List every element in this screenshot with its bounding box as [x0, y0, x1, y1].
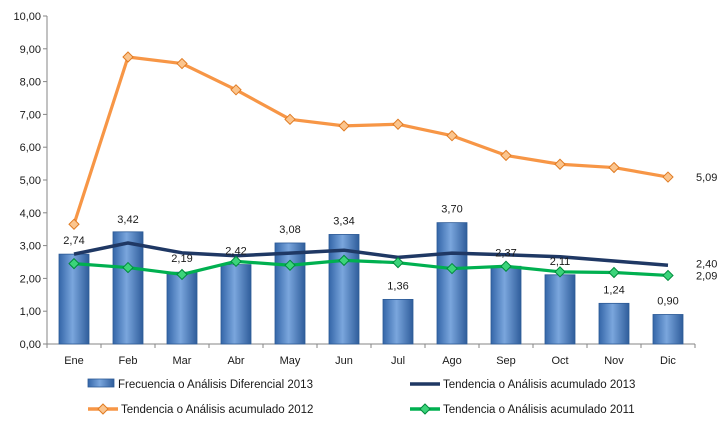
bar-data-label: 2,74 — [63, 235, 84, 247]
x-tick-label: Sep — [496, 355, 516, 367]
bar-data-label: 0,90 — [657, 295, 678, 307]
bar — [652, 314, 684, 345]
line-2013 — [73, 241, 669, 268]
line-2012-end-label: 5,09 — [696, 172, 717, 184]
y-tick-label: 9,00 — [20, 44, 41, 56]
line-2011-marker — [392, 256, 404, 269]
line-2011-marker — [554, 266, 566, 278]
legend: Frecuencia o Análisis Diferencial 2013 Te… — [87, 378, 635, 416]
legend-entry-label: Tendencia o Análisis acumulado 2012 — [121, 404, 313, 416]
y-tick-label: 1,00 — [20, 306, 41, 318]
bar-data-label: 1,36 — [387, 280, 408, 292]
line-2012-marker — [176, 57, 188, 70]
x-tick-label: May — [280, 355, 301, 367]
x-tick-label: Mar — [173, 355, 192, 367]
line-2011-marker — [446, 262, 458, 275]
line-2012-marker — [608, 161, 620, 174]
bar-series — [58, 222, 684, 345]
data-labels: 2,74 3,42 2,19 2,42 3,08 3,34 1,36 3,70 2,37 2,11… — [63, 172, 717, 307]
line-2011-marker — [500, 260, 512, 272]
line-2012-marker — [284, 113, 296, 126]
x-tick-label: Abr — [227, 355, 244, 367]
y-tick-label: 7,00 — [20, 109, 41, 121]
line-2011-marker — [284, 259, 296, 271]
line-2012-marker — [230, 84, 242, 96]
line-2012 — [72, 55, 669, 225]
bar-data-label: 3,70 — [441, 204, 462, 216]
line-2011 — [73, 258, 669, 278]
bar-data-label: 2,42 — [225, 246, 246, 258]
line-2011-marker — [176, 268, 188, 281]
line-2012-marker — [662, 171, 674, 183]
legend-swatch-marker — [419, 403, 431, 415]
line-2012-marker — [122, 51, 134, 63]
line-2013-end-label: 2,40 — [696, 258, 717, 270]
x-tick-label: Jun — [335, 355, 353, 367]
x-tick-label: Jul — [391, 355, 405, 367]
y-tick-label: 4,00 — [20, 208, 41, 220]
bar — [382, 298, 414, 345]
legend-swatch-bar — [87, 378, 115, 388]
line-2011-marker — [662, 269, 674, 282]
y-tick-label: 8,00 — [20, 77, 41, 89]
bar — [436, 222, 468, 345]
line-2012-marker — [68, 218, 80, 230]
bar-data-label: 2,19 — [171, 253, 192, 265]
y-tick-label: 10,00 — [13, 11, 41, 23]
line-2011-marker — [608, 266, 620, 279]
legend-entry-label: Tendencia o Análisis acumulado 2011 — [443, 404, 635, 416]
bar — [490, 265, 522, 345]
bar — [166, 271, 198, 345]
bar — [274, 242, 306, 345]
bar-data-label: 3,42 — [117, 214, 138, 226]
bar-data-label: 3,34 — [333, 215, 354, 227]
x-tick-label: Ago — [442, 355, 462, 367]
y-tick-label: 0,00 — [20, 339, 41, 351]
line-2011-end-label: 2,09 — [696, 270, 717, 282]
y-tick-label: 3,00 — [20, 241, 41, 253]
bar-data-label: 1,24 — [603, 284, 624, 296]
legend-swatch-marker — [97, 403, 109, 415]
bar — [544, 274, 576, 345]
bar — [598, 302, 630, 345]
bar — [112, 231, 144, 345]
x-tick-label: Ene — [64, 355, 84, 367]
x-tick-label: Oct — [551, 355, 568, 367]
x-tick-label: Nov — [604, 355, 624, 367]
line-2012-marker — [554, 158, 566, 170]
y-tick-label: 5,00 — [20, 175, 41, 187]
legend-entry-label: Frecuencia o Análisis Diferencial 2013 — [118, 379, 313, 391]
bar-data-label: 3,08 — [279, 224, 300, 236]
line-2012-marker — [500, 149, 512, 162]
x-tick-label: Dic — [660, 355, 676, 367]
line-2012-marker — [392, 118, 404, 130]
x-tick-label: Feb — [119, 355, 138, 367]
axes: 0,00 1,00 2,00 3,00 4,00 5,00 6,00 7,00 8,00 9,00… — [13, 11, 696, 367]
bar-data-label: 2,37 — [495, 247, 516, 259]
y-tick-label: 6,00 — [20, 142, 41, 154]
legend-entry-label: Tendencia o Análisis acumulado 2013 — [443, 379, 635, 391]
bar — [220, 264, 252, 345]
line-2012-marker — [338, 120, 350, 132]
y-tick-label: 2,00 — [20, 273, 41, 285]
line-2012-marker — [446, 130, 458, 142]
line-2011-marker — [122, 261, 134, 274]
line-2011-marker — [68, 257, 80, 270]
line-series — [68, 51, 674, 282]
bar-data-label: 2,11 — [550, 256, 571, 268]
line-2011-marker — [230, 255, 242, 268]
line-2011-marker — [338, 254, 350, 267]
